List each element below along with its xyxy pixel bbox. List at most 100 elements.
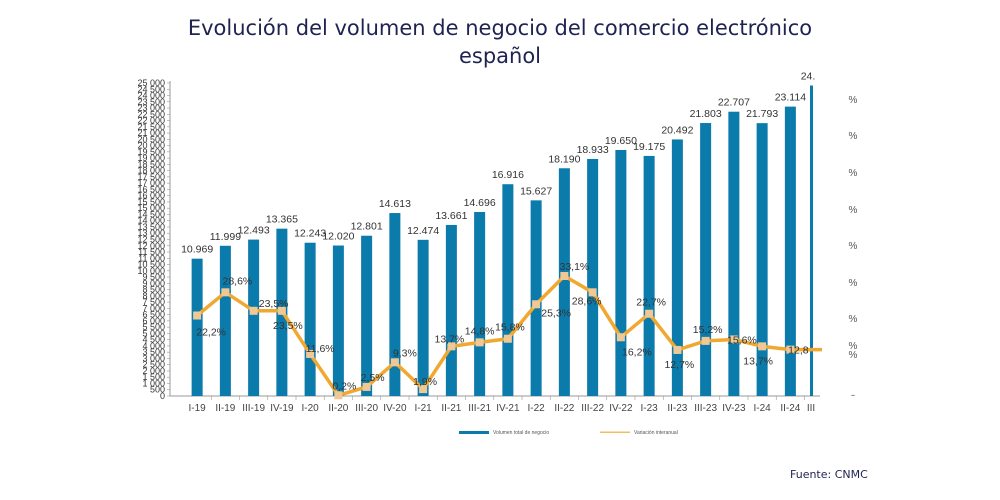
bar-value-label: 16.916 bbox=[492, 169, 524, 181]
bar-value-label: 14.696 bbox=[464, 197, 496, 209]
y-tick-label: 18 500 bbox=[137, 159, 165, 169]
x-axis: I-19 II-19 III-19 IV-19 I-20 II-20 III-20 IV-20… bbox=[170, 395, 820, 414]
bar bbox=[700, 123, 712, 397]
bar-value-label: 18.933 bbox=[577, 144, 609, 156]
y-tick-label: 2 000 bbox=[142, 366, 165, 376]
line-marker bbox=[560, 272, 569, 280]
line-value-label: 28,6% bbox=[572, 295, 602, 307]
legend: Volumen total de negocio Variación inter… bbox=[459, 430, 678, 436]
line-value-label: 2,5% bbox=[361, 372, 385, 384]
x-tick-label: III-19 bbox=[242, 403, 265, 414]
line-value-label: 9,3% bbox=[393, 347, 417, 359]
bar bbox=[671, 139, 683, 396]
line-value-label: 14,8% bbox=[465, 325, 495, 337]
y-tick-label: 19 000 bbox=[137, 153, 165, 163]
y2-tick-label: % bbox=[849, 278, 858, 289]
bar bbox=[417, 239, 429, 396]
line-value-label: 0,2% bbox=[332, 380, 356, 392]
line-value-label: 16,2% bbox=[622, 346, 652, 358]
x-tick-label: II-21 bbox=[441, 403, 461, 414]
bar-value-label: 11.999 bbox=[210, 231, 241, 243]
y2-tick-label: % bbox=[849, 350, 858, 361]
y-tick-label: 16 500 bbox=[137, 184, 165, 194]
x-tick-label: IV-21 bbox=[496, 403, 520, 414]
x-tick-label: I-19 bbox=[189, 403, 207, 414]
y-tick-label: 22 500 bbox=[137, 109, 165, 119]
bar-value-label: 13.661 bbox=[435, 210, 467, 222]
line-value-label: 11,6% bbox=[306, 343, 335, 355]
y-tick-label: 12 000 bbox=[137, 241, 165, 251]
line-marker bbox=[249, 306, 258, 315]
y-tick-label: 12 500 bbox=[137, 235, 165, 245]
bar-value-label: 13.365 bbox=[266, 214, 298, 226]
legend-swatch-line bbox=[600, 431, 630, 433]
line-marker bbox=[419, 385, 428, 394]
chart-title-line-1: Evolución del volumen de negocio del com… bbox=[187, 16, 813, 40]
legend-swatch-bar bbox=[459, 431, 489, 434]
y2-axis: %%%%%%%%%̵ bbox=[849, 95, 858, 396]
y-tick-label: 3 000 bbox=[142, 353, 165, 363]
line-marker bbox=[729, 335, 738, 344]
bar bbox=[643, 155, 655, 396]
bar-value-label: 14.613 bbox=[379, 198, 411, 210]
y-tick-label: 11 000 bbox=[138, 253, 165, 263]
bar bbox=[615, 149, 627, 396]
y-tick-label: 6 000 bbox=[142, 316, 165, 326]
x-tick-label: I-21 bbox=[415, 403, 433, 414]
y-tick-label: 3 500 bbox=[142, 347, 165, 357]
y-tick-label: 13 500 bbox=[137, 222, 165, 232]
y-tick-label: 5 000 bbox=[142, 328, 165, 338]
y-tick-label: 15 000 bbox=[137, 203, 165, 213]
bar-value-label: 15.627 bbox=[520, 185, 552, 197]
y-tick-label: 13 000 bbox=[137, 228, 165, 238]
line-marker bbox=[447, 342, 456, 351]
y2-tick-label: % bbox=[849, 241, 858, 252]
line-marker bbox=[758, 342, 767, 351]
y2-tick-label: % bbox=[849, 341, 858, 352]
x-tick-label: II-24 bbox=[780, 403, 800, 414]
bar-value-label: 12.493 bbox=[238, 225, 270, 237]
y2-tick-label: ̵ bbox=[851, 395, 855, 396]
y-tick-label: 5 500 bbox=[142, 322, 165, 332]
bar bbox=[474, 212, 486, 396]
bar-value-label: 18.190 bbox=[548, 153, 580, 165]
bar bbox=[332, 245, 344, 396]
x-tick-label: II-19 bbox=[215, 403, 235, 414]
y2-tick-label: % bbox=[849, 314, 858, 325]
x-tick-label: I-24 bbox=[754, 403, 772, 414]
bar-value-label: 22.707 bbox=[718, 97, 750, 109]
line-marker bbox=[786, 345, 795, 354]
bar-value-label: 10.969 bbox=[181, 244, 213, 256]
y-tick-label: 500 bbox=[150, 385, 165, 395]
bar bbox=[756, 123, 768, 396]
y-tick-label: 25 000 bbox=[137, 78, 165, 88]
bar bbox=[784, 106, 796, 396]
line-value-label: 13,7% bbox=[434, 333, 464, 345]
line-value-label: 33,1% bbox=[559, 261, 589, 273]
chart-title-line-2: español bbox=[458, 44, 542, 68]
legend-label-line: Variación interanual bbox=[634, 430, 678, 436]
y-tick-label: 14 000 bbox=[137, 216, 165, 226]
line-marker bbox=[334, 391, 343, 400]
x-tick-label: II-20 bbox=[328, 403, 348, 414]
line-value-label: 12,7% bbox=[664, 359, 694, 371]
bar-value-label: 23.114 bbox=[775, 92, 806, 104]
line-marker bbox=[645, 309, 654, 318]
x-tick-label: II-23 bbox=[667, 403, 687, 414]
y-tick-label: 1 500 bbox=[142, 372, 165, 382]
y-tick-label: 10 500 bbox=[137, 260, 165, 270]
y-tick-label: 9 500 bbox=[142, 272, 165, 282]
line-value-label: 15,2% bbox=[693, 324, 723, 336]
bar bbox=[445, 224, 457, 396]
x-tick-label: III-20 bbox=[355, 403, 378, 414]
chart-title: Evolución del volumen de negocio del com… bbox=[0, 14, 1000, 70]
y2-tick-label: % bbox=[849, 205, 858, 216]
bar bbox=[502, 184, 514, 396]
bar bbox=[248, 239, 260, 396]
bar bbox=[728, 111, 740, 396]
y-tick-label: 2 500 bbox=[142, 360, 165, 370]
y-tick-label: 20 500 bbox=[137, 134, 165, 144]
bar-value-label: 12.243 bbox=[294, 228, 326, 240]
